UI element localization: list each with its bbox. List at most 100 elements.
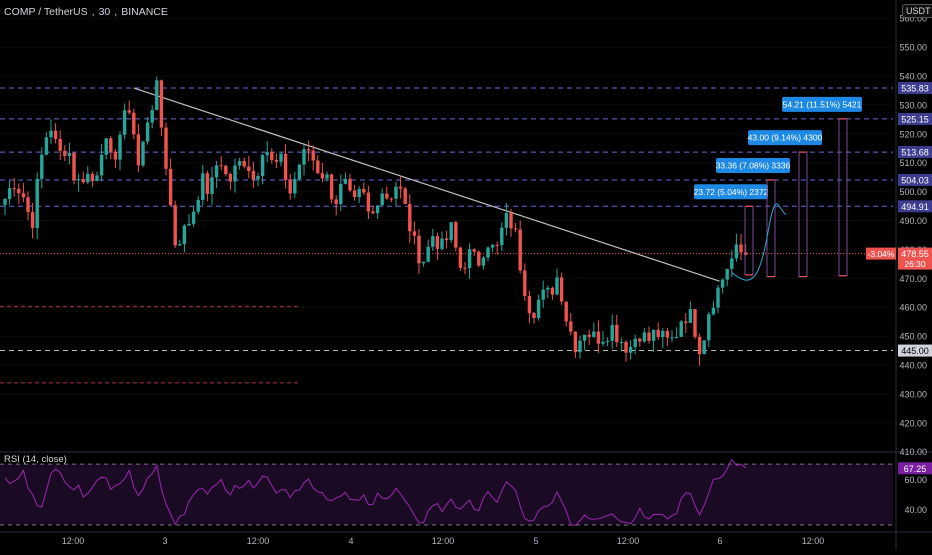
candle-body [348,178,352,191]
candle-body [380,193,384,206]
candle-body [320,173,325,179]
candle-body [725,268,729,280]
candle-body [196,199,200,212]
candle-body [306,149,311,151]
price-tick-label: 560.00 [899,14,927,24]
candle-body [44,137,49,155]
candle-body [311,150,315,161]
candle-body [417,235,421,264]
candle-body [339,183,343,205]
price-tick-label: 410.00 [899,447,927,457]
symbol-name[interactable]: COMP / TetherUS [4,6,88,18]
candle-body [214,165,219,178]
price-tick-label: 550.00 [899,43,927,53]
candle-body [702,340,706,355]
candle-body [178,244,182,246]
candle-body [684,321,688,323]
candle-body [251,171,256,180]
candle-body [435,236,440,249]
candle-body [711,307,716,315]
price-level-tag [898,112,932,125]
candle-body [237,161,242,166]
candle-body [329,174,334,200]
candle-body [693,309,697,337]
price-tick-label: 460.00 [899,303,927,313]
candle-body [707,314,711,341]
candle-body [504,213,509,228]
price-level-value: 513.68 [901,148,929,158]
time-tick-label: 12:00 [247,536,270,546]
rsi-pane: 60.00 40.00 67.25 [0,451,932,526]
target-label-box [716,157,790,173]
trendline [133,87,720,282]
price-level-value: 525.15 [901,114,929,124]
candle-body [205,173,210,194]
candle-body [293,179,297,194]
candle-body [403,188,407,204]
target-range-box [798,151,808,278]
candle-body [670,337,674,339]
candle-body [40,154,44,179]
candle-body [288,179,292,194]
candle-body [716,287,720,308]
price-tick-label: 440.00 [899,361,927,371]
price-level-value: 535.83 [901,84,929,94]
candle-body [647,332,651,341]
candle-body [164,127,168,169]
candle-body [242,161,246,167]
candle-body [431,236,435,247]
candle-body [67,152,72,156]
candle-body [187,223,191,226]
candle-body [201,173,205,200]
candle-body [518,229,522,271]
target-label-text: 33.36 (7.08%) 3336 [716,160,791,170]
candle-body [191,211,196,224]
price-level-tag [898,200,932,213]
candle-body [76,179,81,181]
target-label-text: 54.21 (11.51%) 5421 [783,99,862,109]
candle-body [12,188,16,190]
rsi-indicator-label[interactable]: RSI (14, close) [4,454,67,465]
candle-body [573,331,578,353]
interval-label[interactable]: 30 [98,6,111,18]
candle-body [72,152,76,181]
candle-body [638,338,642,342]
target-label-box [782,96,862,112]
candle-body [127,110,131,113]
candle-body [394,186,398,199]
candle-body [343,178,348,184]
candle-body [109,138,113,152]
candle-body [90,173,95,181]
candle-body [601,341,605,344]
candle-body [734,244,739,259]
candle-body [592,331,596,337]
candle-body [122,110,127,135]
candle-body [63,150,67,156]
candle-body [656,329,660,338]
target-label-text: 43.00 (9.14%) 4300 [748,133,823,143]
price-level-tag [898,82,932,95]
candle-body [624,341,628,353]
candle-body [302,149,306,165]
candle-body [458,247,463,268]
candle-body [481,257,486,266]
candle-body [661,330,665,338]
candle-body [720,279,725,288]
candle-body [665,330,670,338]
price-level-tag [898,146,932,159]
candle-body [541,289,545,300]
candle-body [274,159,279,162]
price-tick-label: 490.00 [899,216,927,226]
target-label-box [748,130,822,146]
candle-body [578,340,582,353]
candle-body [550,287,555,295]
rsi-value-tag [898,462,932,475]
candle-body [3,199,7,205]
candle-body [444,238,449,241]
currency-badge[interactable]: USDT [902,4,932,18]
candle-body [651,329,656,341]
candle-body [104,138,108,155]
time-tick-label: 12:00 [802,536,825,546]
